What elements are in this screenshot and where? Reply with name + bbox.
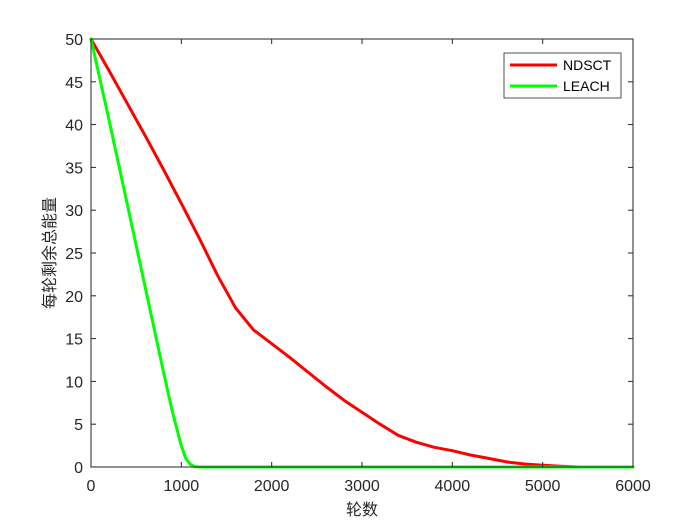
- series-line-ndsct: [89, 37, 635, 469]
- y-tick-label: 0: [74, 460, 83, 477]
- x-tick-label: 3000: [344, 478, 380, 495]
- y-tick-label: 10: [65, 374, 83, 391]
- x-tick-label: 0: [87, 478, 96, 495]
- tick-layer: 0 1000 2000 3000 4000 5000 6000 0 5 10 15 20 25 30 35 4…: [65, 32, 651, 495]
- y-tick-label: 25: [65, 246, 83, 263]
- y-tick-label: 20: [65, 289, 83, 306]
- legend-label-ndsct: NDSCT: [563, 57, 612, 73]
- x-tick-label: 6000: [615, 478, 651, 495]
- plot-background: [91, 39, 633, 467]
- y-tick-label: 30: [65, 203, 83, 220]
- legend-box: [503, 52, 622, 99]
- x-tick-label: 2000: [254, 478, 290, 495]
- y-tick-label: 35: [65, 160, 83, 177]
- y-axis-title: 每轮剩余总能量: [40, 197, 59, 309]
- x-tick-label: 4000: [435, 478, 471, 495]
- y-tick-label: 15: [65, 332, 83, 349]
- x-axis-title: 轮数: [346, 500, 378, 519]
- y-tick-label: 50: [65, 32, 83, 49]
- x-tick-label: 1000: [164, 478, 200, 495]
- y-tick-label: 5: [74, 417, 83, 434]
- legend: NDSCT LEACH: [503, 52, 622, 99]
- y-tick-label: 40: [65, 118, 83, 135]
- y-tick-label: 45: [65, 75, 83, 92]
- legend-label-leach: LEACH: [563, 78, 610, 94]
- x-tick-label: 5000: [525, 478, 561, 495]
